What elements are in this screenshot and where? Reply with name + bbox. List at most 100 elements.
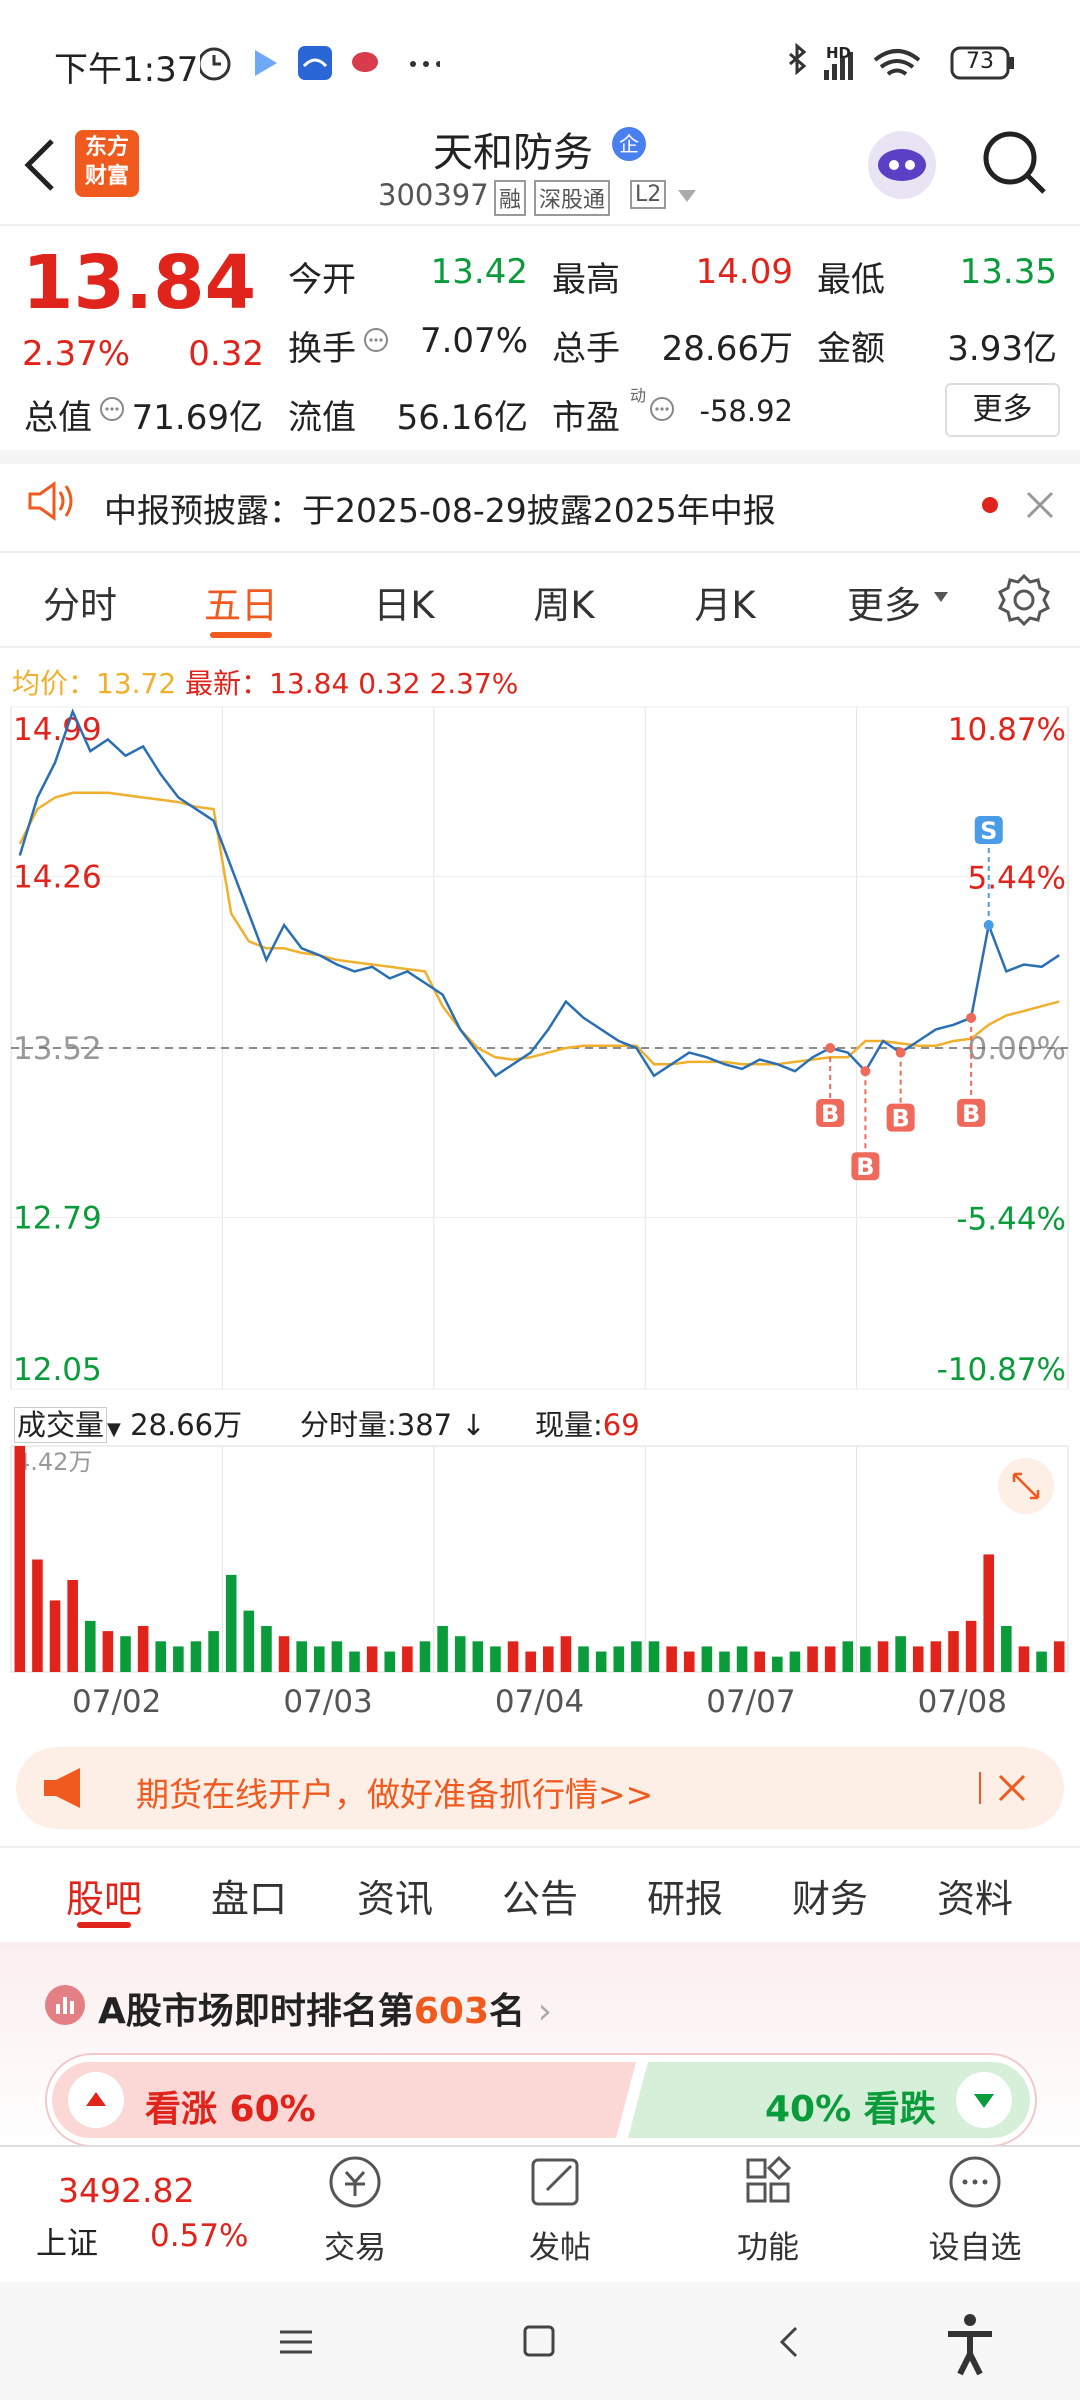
volume-bar	[32, 1559, 43, 1672]
volume-bar	[877, 1641, 889, 1672]
field-label: 总手	[552, 329, 620, 369]
y2-tick-label: 5.44%	[968, 860, 1066, 896]
volume-bar	[1053, 1641, 1065, 1672]
marker-dot	[966, 1012, 977, 1023]
expand-icon[interactable]	[998, 1458, 1054, 1514]
dock	[0, 2145, 1080, 2277]
search-icon[interactable]	[980, 128, 1050, 198]
marker-box	[851, 1152, 880, 1181]
y-tick-label: 14.99	[13, 712, 102, 748]
ad-close[interactable]	[978, 1768, 1038, 1808]
ad-text[interactable]: 期货在线开户，做好准备抓行情>>	[136, 1775, 654, 1814]
expand-arrows	[1012, 1472, 1040, 1500]
dock-item[interactable]: 设自选	[928, 2230, 1022, 2266]
volume-bar	[472, 1641, 484, 1672]
info-tab[interactable]: 股吧	[65, 1877, 143, 1921]
volume-bar	[366, 1646, 378, 1672]
logo-line: 财富	[84, 164, 129, 189]
volume-bar	[525, 1651, 536, 1672]
marker-dot	[895, 1047, 906, 1058]
field-value: 71.69亿	[131, 398, 263, 438]
volume-bar	[912, 1646, 924, 1672]
last-value: 13.84	[269, 667, 350, 700]
info-icon[interactable]	[648, 395, 676, 423]
info-icon[interactable]	[98, 395, 126, 423]
volume-label[interactable]: 成交量	[14, 1407, 108, 1443]
marker-box	[816, 1099, 845, 1127]
index-name: 上证	[36, 2226, 98, 2262]
field-value: 3.93亿	[947, 329, 1057, 369]
chart-tab[interactable]: 五日	[204, 584, 278, 627]
volume-tick-label: 4.42万	[15, 1448, 92, 1476]
chart-tab[interactable]: 周K	[533, 584, 595, 627]
field-label: 最低	[817, 260, 885, 300]
volume-bar	[683, 1651, 695, 1672]
volume-bar	[349, 1651, 360, 1672]
index-value[interactable]: 3492.82	[58, 2171, 195, 2210]
current-label: 现量:	[535, 1408, 603, 1442]
volume-bar	[173, 1646, 184, 1672]
x-tick-label: 07/03	[283, 1684, 372, 1720]
y-tick-label: 14.26	[13, 859, 102, 895]
info-tab[interactable]: 财务	[791, 1877, 869, 1921]
info-tab[interactable]: 资料	[936, 1877, 1014, 1921]
ranking[interactable]: A股市场即时排名第603名 ›	[98, 1991, 552, 2032]
volume-bar	[613, 1646, 625, 1672]
chart: 14.99 14.26 13.52 12.79 12.05 10.87% 5.44% 0.00…	[10, 706, 1069, 1720]
field-label: 换手	[288, 329, 356, 369]
volume-bar	[578, 1646, 589, 1672]
stock-code: 300397	[378, 178, 489, 212]
marker-box	[957, 1098, 986, 1127]
bull[interactable]: 看涨 60%	[145, 2089, 316, 2130]
divider	[0, 1846, 1080, 1848]
volume-bar	[842, 1641, 854, 1672]
volume-header: 成交量 ▼ 28.66万	[14, 1402, 242, 1444]
tab-indicator	[210, 632, 272, 638]
info-tab[interactable]: 盘口	[210, 1877, 288, 1921]
info-tab[interactable]: 资讯	[356, 1877, 434, 1921]
volume-bar	[67, 1579, 78, 1672]
settings-icon[interactable]	[996, 572, 1052, 628]
pe-tag: 动	[630, 386, 647, 405]
ad-banner[interactable]	[16, 1747, 1064, 1829]
dropdown[interactable]	[676, 186, 700, 206]
chart-tab[interactable]: 日K	[373, 584, 435, 627]
volume-bar	[895, 1636, 906, 1672]
change: 0.32	[188, 334, 264, 374]
logo-line: 东方	[84, 135, 129, 160]
notice-text[interactable]: 中报预披露：于2025-08-29披露2025年中报	[104, 491, 776, 530]
field-value: 14.09	[695, 252, 793, 292]
info-icon[interactable]	[362, 326, 390, 354]
more-button[interactable]: 更多	[945, 383, 1060, 437]
back-button[interactable]	[18, 135, 62, 195]
info-tab[interactable]: 公告	[501, 1877, 579, 1921]
volume-frame	[10, 1445, 1069, 1673]
marker-label: S	[980, 817, 997, 845]
tag: L2	[630, 180, 667, 209]
battery: 73	[966, 49, 994, 74]
volume-bar	[595, 1651, 607, 1672]
notice-close[interactable]	[978, 485, 1058, 525]
dock-item[interactable]: 发帖	[529, 2230, 591, 2266]
assistant-icon[interactable]	[862, 125, 942, 205]
dock-item[interactable]: 交易	[324, 2230, 386, 2266]
volume-bar	[296, 1641, 307, 1672]
bear[interactable]: 40% 看跌	[765, 2089, 936, 2130]
tag: 融	[494, 180, 527, 216]
volume-bar	[84, 1620, 96, 1672]
volume-bar	[807, 1646, 818, 1672]
volume-bar	[314, 1646, 325, 1672]
volume-bar	[278, 1636, 290, 1672]
chart-tab[interactable]: 更多	[847, 584, 921, 627]
info-tab[interactable]: 研报	[646, 1877, 724, 1921]
x-tick-label: 07/08	[918, 1684, 1007, 1720]
volume-bar	[419, 1641, 431, 1672]
stock-name: 天和防务	[433, 130, 593, 176]
sentiment-bar	[45, 2053, 1037, 2147]
marker-label: B	[962, 1100, 980, 1128]
volume-bar	[384, 1651, 396, 1672]
chart-tab[interactable]: 月K	[694, 584, 756, 627]
volume-bar	[860, 1646, 871, 1672]
dock-item[interactable]: 功能	[737, 2230, 799, 2266]
chart-tab[interactable]: 分时	[43, 584, 117, 627]
